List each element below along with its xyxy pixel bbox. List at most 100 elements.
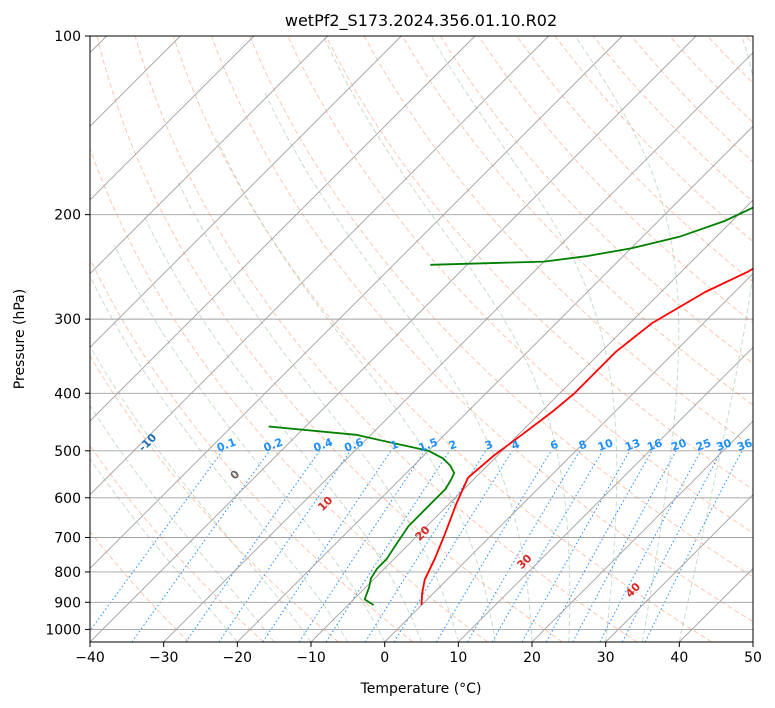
isotherm-line <box>605 494 753 642</box>
mixing-ratio-label: 1.5 <box>417 436 440 455</box>
plot-frame <box>89 35 754 643</box>
moist-adiabat-line <box>216 140 496 642</box>
isotherm-line <box>90 36 476 422</box>
moist-adiabat-line <box>142 214 422 642</box>
dry-adiabat-line <box>90 530 190 642</box>
y-tick-label: 500 <box>54 444 81 460</box>
dry-adiabat-line <box>90 444 264 642</box>
mixing-ratio-line <box>325 450 451 642</box>
dewpoint-profile-line <box>430 206 753 266</box>
moist-adiabat-line <box>90 457 238 642</box>
mixing-ratio-line <box>393 450 513 642</box>
dry-adiabat-line <box>745 36 753 45</box>
chart-title: wetPf2_S173.2024.356.01.10.R02 <box>285 11 557 31</box>
moist-adiabat-line <box>176 179 459 642</box>
y-tick-label: 200 <box>54 208 81 224</box>
moist-adiabat-line <box>574 36 680 642</box>
x-tick-label: 10 <box>449 650 467 666</box>
mixing-ratio-label: 0.4 <box>312 436 335 455</box>
mixing-ratio-line <box>521 450 631 642</box>
mixing-ratio-line <box>491 450 603 642</box>
x-tick-label: 0 <box>380 650 389 666</box>
dry-adiabat-line <box>669 36 753 124</box>
dry-adiabat-line <box>592 36 753 203</box>
isotherm-line <box>237 125 753 642</box>
mixing-ratio-label: 25 <box>694 436 713 453</box>
x-tick-label: −40 <box>75 650 105 666</box>
dry-adiabat-line <box>211 36 753 623</box>
y-tick-label: 800 <box>54 565 81 581</box>
isotherm-line <box>458 346 753 642</box>
dry-adiabat-line <box>516 36 753 283</box>
mixing-ratio-label: 36 <box>735 436 754 454</box>
moist-adiabat-line <box>90 275 349 642</box>
x-tick-label: −20 <box>223 650 253 666</box>
mixing-ratio-line <box>572 450 677 642</box>
x-tick-label: 50 <box>744 650 762 666</box>
isotherm-line <box>752 641 753 642</box>
moist-adiabat-line <box>113 244 386 642</box>
dry-adiabat-line <box>90 354 339 642</box>
isotherm-line <box>90 36 623 569</box>
dry-adiabat-line <box>554 36 753 243</box>
y-tick-label: 400 <box>54 386 81 402</box>
isotherm-line <box>90 36 697 642</box>
mixing-ratio-label: 0.6 <box>342 436 365 455</box>
mixing-ratio-label: 16 <box>645 436 664 454</box>
mixing-ratio-label: 4 <box>510 438 522 453</box>
isotherm-line <box>163 52 753 642</box>
moist-adiabat-line <box>90 344 312 642</box>
dry-adiabat-line <box>478 36 753 324</box>
dry-adiabat-line <box>172 36 712 642</box>
dry-adiabat-label: 40 <box>623 580 643 600</box>
mixing-ratio-label: 10 <box>596 436 615 454</box>
mixing-ratio-line <box>185 450 321 642</box>
x-tick-label: 20 <box>523 650 541 666</box>
isotherm-line <box>90 36 328 275</box>
mixing-ratio-line <box>131 450 271 642</box>
x-axis-label: Temperature (°C) <box>360 681 482 697</box>
y-tick-label: 1000 <box>45 622 81 638</box>
moist-adiabat-line <box>90 404 275 642</box>
mixing-ratio-label: 3 <box>483 438 495 453</box>
x-tick-label: −10 <box>296 650 326 666</box>
isotherm-line <box>90 36 402 348</box>
mixing-ratio-line <box>298 450 426 642</box>
dry-adiabat-line <box>439 36 753 365</box>
mixing-ratio-label: 2 <box>447 438 459 453</box>
dry-adiabat-line <box>325 36 753 491</box>
dry-adiabat-label: 0 <box>228 467 243 482</box>
y-tick-label: 900 <box>54 595 81 611</box>
x-tick-label: 40 <box>670 650 688 666</box>
temperature-profile-line <box>420 267 753 606</box>
y-tick-label: 600 <box>54 491 81 507</box>
mixing-ratio-label: 8 <box>577 438 589 453</box>
mixing-ratio-label: 6 <box>548 438 560 453</box>
mixing-ratio-label: 30 <box>715 436 734 454</box>
dry-adiabat-line <box>401 36 753 406</box>
y-axis-label: Pressure (hPa) <box>12 289 28 389</box>
isotherm-line <box>679 567 753 642</box>
mixing-ratio-label: 13 <box>623 436 642 453</box>
mixing-ratio-label: 0.2 <box>262 436 285 455</box>
mixing-ratio-label: 1 <box>389 438 401 453</box>
dry-adiabat-line <box>249 36 753 578</box>
y-tick-label: 700 <box>54 531 81 547</box>
moist-adiabat-line <box>264 93 533 642</box>
x-tick-label: −30 <box>149 650 179 666</box>
isotherm-line <box>384 273 753 642</box>
mixing-ratio-line <box>599 450 702 642</box>
mixing-ratio-label: 20 <box>669 436 688 454</box>
isotherm-line <box>310 199 753 642</box>
isotherm-line <box>90 36 255 201</box>
dewpoint-profile-line <box>268 425 456 606</box>
dry-adiabat-line <box>90 147 488 642</box>
mixing-ratio-line <box>218 450 351 642</box>
dry-adiabat-label: 20 <box>413 523 433 543</box>
dry-adiabat-line <box>287 36 753 534</box>
dry-adiabat-line <box>90 257 414 642</box>
isotherm-line <box>531 420 753 642</box>
moist-adiabat-line <box>322 36 571 642</box>
mixing-ratio-label: 0.1 <box>215 436 238 455</box>
